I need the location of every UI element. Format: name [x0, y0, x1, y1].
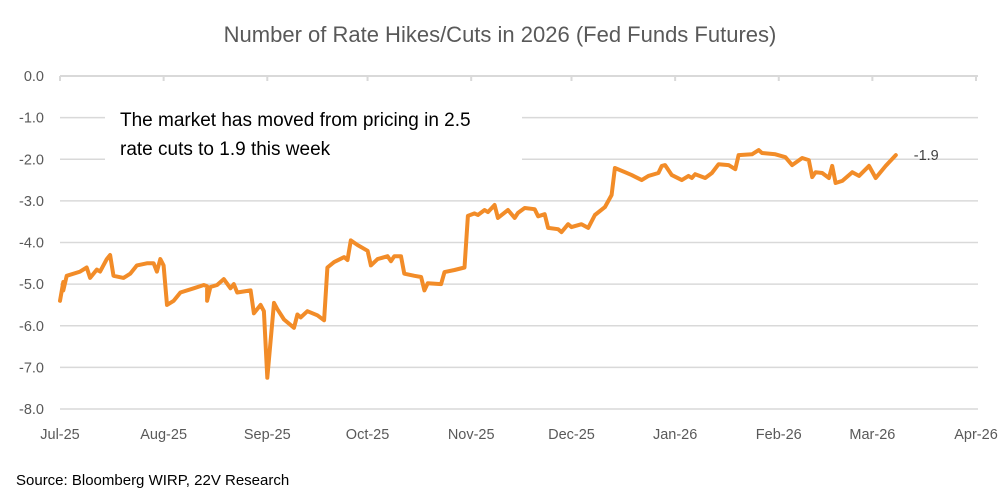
y-tick-label: -3.0 — [19, 194, 44, 210]
y-tick-label: -7.0 — [19, 360, 44, 376]
annotation-background — [105, 98, 522, 164]
y-tick-label: -6.0 — [19, 319, 44, 335]
annotation-line-2: rate cuts to 1.9 this week — [120, 139, 331, 160]
x-tick-label: Jul-25 — [40, 427, 80, 443]
x-tick-label: Feb-26 — [756, 427, 802, 443]
x-tick-label: Jan-26 — [653, 427, 697, 443]
x-tick-label: Nov-25 — [448, 427, 495, 443]
series-line-rate-hikes-cuts — [58, 148, 898, 380]
y-tick-label: -5.0 — [19, 277, 44, 293]
y-tick-label: -2.0 — [19, 152, 44, 168]
end-value-label: -1.9 — [914, 148, 939, 164]
x-tick-label: Dec-25 — [548, 427, 595, 443]
annotation-line-1: The market has moved from pricing in 2.5 — [120, 110, 471, 131]
x-axis — [59, 75, 978, 81]
x-tick-labels: Jul-25 Aug-25 Sep-25 Oct-25 Nov-25 Dec-25 Jan-… — [40, 427, 998, 443]
x-tick-label: Apr-26 — [954, 427, 998, 443]
y-tick-label: -4.0 — [19, 236, 44, 252]
x-tick-label: Sep-25 — [244, 427, 291, 443]
x-tick-label: Aug-25 — [140, 427, 187, 443]
y-tick-labels: 0.0 -1.0 -2.0 -3.0 -4.0 -5.0 -6.0 -7.0 -8.0 — [19, 69, 44, 418]
source-note: Source: Bloomberg WIRP, 22V Research — [16, 472, 289, 489]
y-tick-label: -8.0 — [19, 402, 44, 418]
chart-title: Number of Rate Hikes/Cuts in 2026 (Fed F… — [224, 22, 777, 47]
y-tick-label: -1.0 — [19, 111, 44, 127]
x-tick-label: Oct-25 — [346, 427, 390, 443]
y-tick-label: 0.0 — [24, 69, 44, 85]
annotation-box: The market has moved from pricing in 2.5… — [105, 98, 522, 164]
x-tick-label: Mar-26 — [849, 427, 895, 443]
series-points — [59, 150, 896, 378]
